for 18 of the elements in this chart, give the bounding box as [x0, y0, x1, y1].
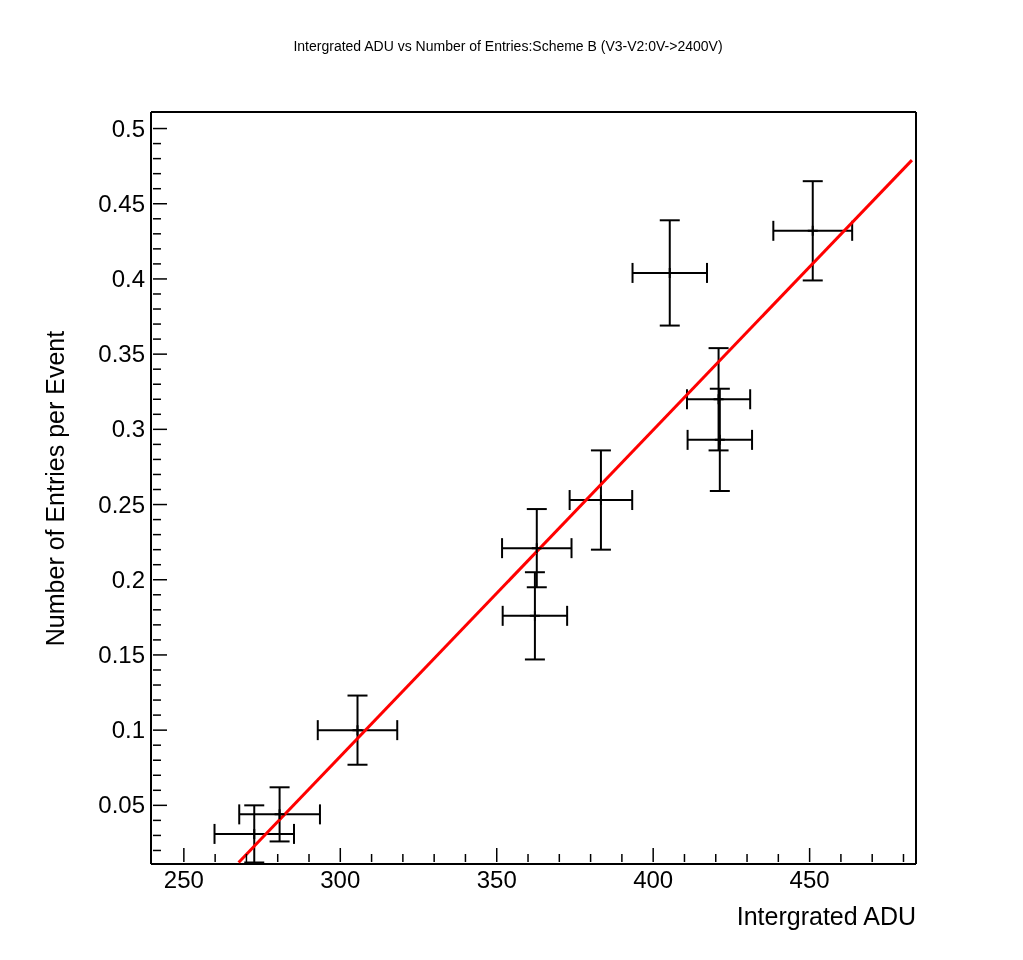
y-tick-label: 0.4 — [111, 264, 145, 292]
x-tick-label: 400 — [633, 866, 674, 893]
y-axis-title: Number of Entries per Event — [41, 330, 71, 646]
y-tick-label: 0.3 — [111, 415, 145, 443]
y-tick-label: 0.25 — [98, 490, 145, 518]
y-tick-label: 0.5 — [111, 114, 145, 142]
chart-title: Intergrated ADU vs Number of Entries:Scheme B (V3-V2:0V->2400V) — [292, 38, 724, 54]
x-tick-label: 350 — [476, 866, 517, 893]
y-tick-label: 0.45 — [98, 189, 145, 217]
y-tick-label: 0.15 — [98, 640, 145, 668]
y-tick-label: 0.35 — [98, 340, 145, 368]
x-axis-title: Intergrated ADU — [736, 902, 916, 931]
x-tick-label: 450 — [789, 866, 830, 893]
y-tick-label: 0.1 — [111, 716, 145, 744]
x-tick-label: 300 — [320, 866, 361, 893]
y-tick-label: 0.05 — [98, 791, 145, 819]
x-tick-label: 250 — [163, 866, 204, 893]
y-tick-label: 0.2 — [111, 565, 145, 593]
